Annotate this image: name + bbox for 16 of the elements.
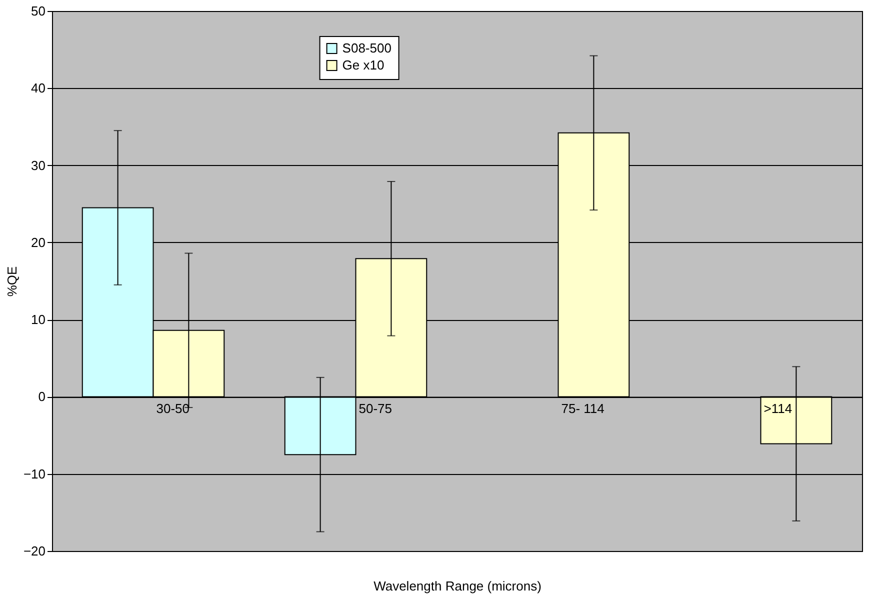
x-tick-label: 50-75 [358, 401, 392, 416]
y-tick-label: 20 [31, 234, 46, 250]
x-axis-title: Wavelength Range (microns) [374, 578, 542, 594]
x-tick-label: 30-50 [156, 401, 190, 416]
y-tick-label: 10 [31, 312, 46, 328]
legend-label: S08-500 [342, 40, 392, 56]
x-tick-label: 75- 114 [561, 401, 604, 416]
y-tick-label: 30 [31, 158, 46, 173]
y-tick-label: 0 [38, 389, 46, 404]
y-tick-label: 40 [31, 80, 46, 96]
x-tick-label: >114 [764, 401, 792, 416]
y-tick-label: −20 [23, 544, 46, 558]
legend-label: Ge x10 [342, 58, 384, 72]
y-tick-label: 50 [31, 4, 46, 18]
y-axis-title: %QE [4, 266, 20, 297]
y-tick-label: −10 [23, 466, 46, 482]
